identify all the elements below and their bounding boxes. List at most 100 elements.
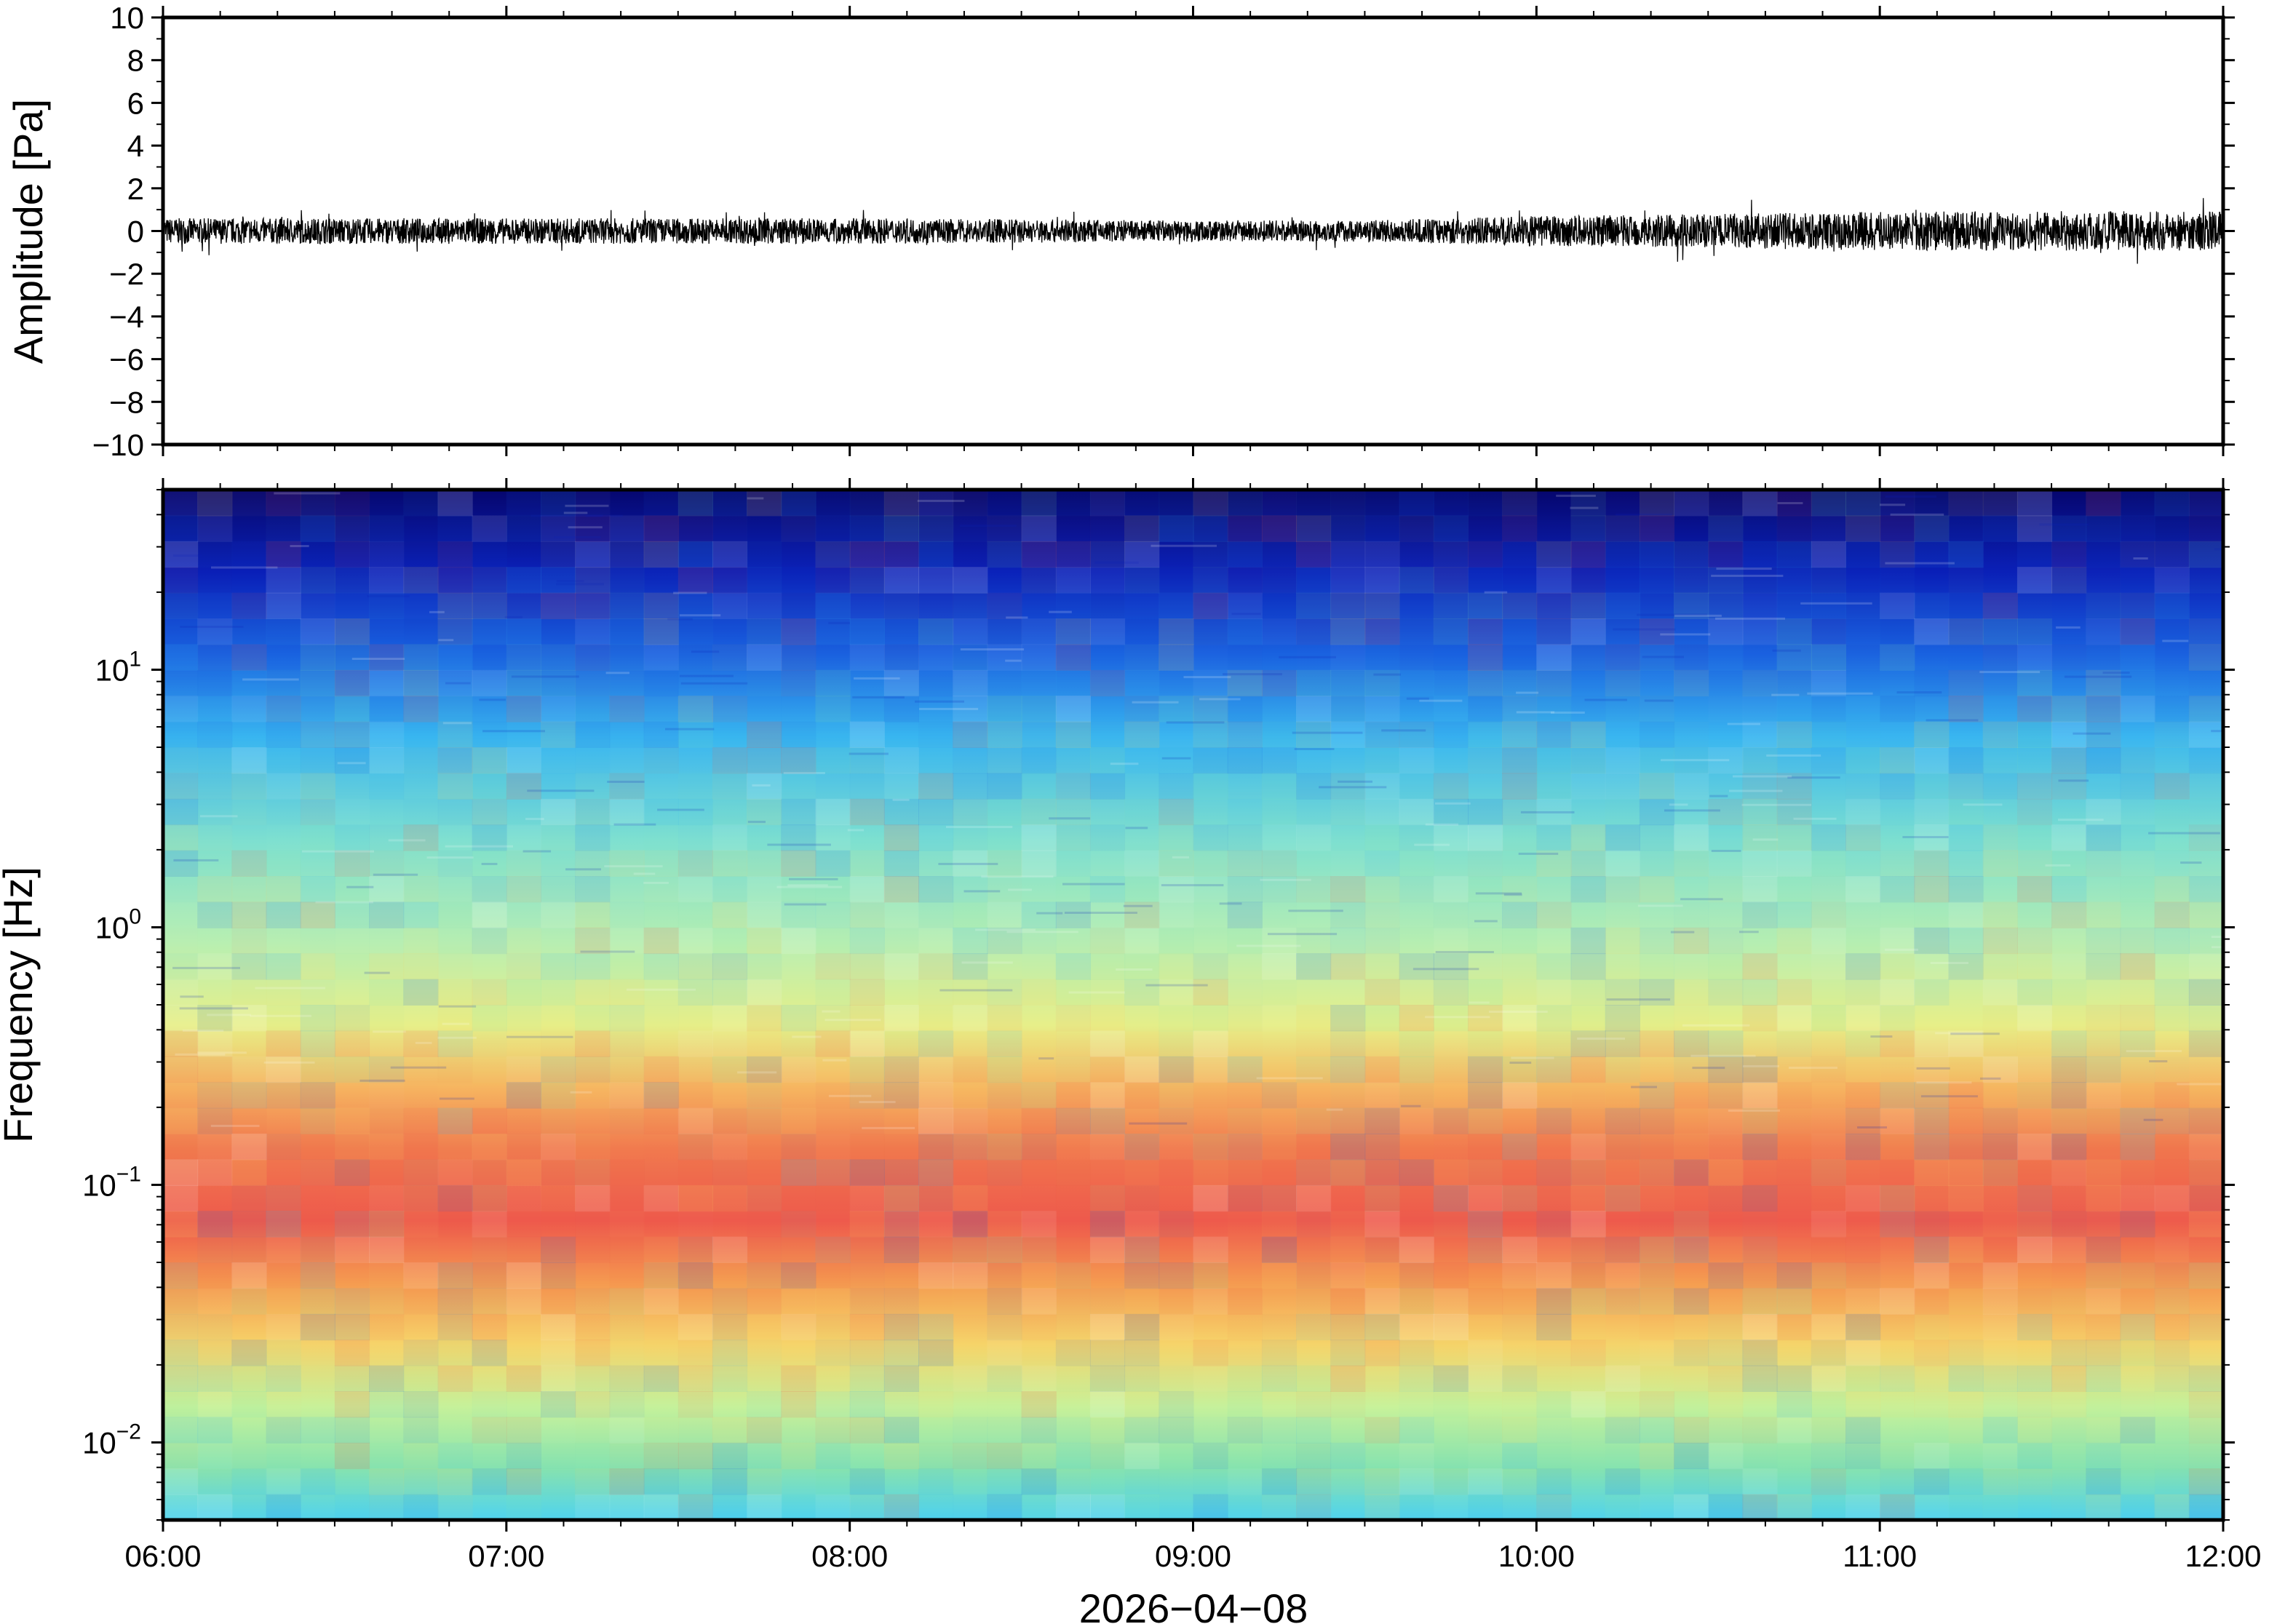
spectrogram-streak bbox=[1172, 856, 1189, 859]
spectrogram-streak bbox=[1319, 786, 1387, 789]
spectrogram-cell bbox=[266, 1185, 301, 1212]
spectrogram-cell bbox=[266, 876, 301, 903]
spectrogram-cell bbox=[231, 1134, 267, 1161]
spectrogram-streak bbox=[1049, 817, 1091, 820]
spectrogram-cell bbox=[231, 773, 267, 800]
spectrogram-cell bbox=[2188, 567, 2223, 594]
spectrogram-cell bbox=[781, 953, 816, 979]
spectrogram-cell bbox=[2188, 1185, 2223, 1212]
spectrogram-cell bbox=[1055, 721, 1091, 748]
spectrogram-cell bbox=[1502, 1262, 1538, 1289]
x-tick-label: 11:00 bbox=[1843, 1539, 1917, 1573]
spectrogram-cell bbox=[1468, 1134, 1503, 1161]
spectrogram-cell bbox=[1055, 1494, 1091, 1520]
spectrogram-streak bbox=[1425, 823, 1459, 826]
spectrogram-cell bbox=[1742, 1005, 1778, 1032]
waveform-line bbox=[162, 198, 2224, 264]
spectrogram-cell bbox=[437, 1365, 473, 1392]
spectrogram-cell bbox=[816, 1108, 851, 1134]
spectrogram-cell bbox=[1536, 953, 1572, 980]
x-axis-date-label: 2026−04−08 bbox=[1079, 1585, 1308, 1624]
spectrogram-cell bbox=[1399, 1365, 1434, 1392]
spectrogram-cell bbox=[849, 1005, 885, 1032]
spectrogram-streak bbox=[445, 845, 513, 848]
spectrogram-cell bbox=[2086, 567, 2121, 593]
spectrogram-cell bbox=[266, 541, 301, 568]
spectrogram-streak bbox=[915, 700, 964, 703]
spectrogram-streak bbox=[1161, 757, 1191, 760]
spectrogram-streak bbox=[1292, 731, 1363, 734]
spectrogram-cell bbox=[1022, 953, 1057, 979]
spectrogram-cell bbox=[2086, 1494, 2121, 1520]
spectrogram-cell bbox=[369, 541, 405, 568]
spectrogram-cell bbox=[1468, 541, 1503, 568]
spectrogram-cell bbox=[712, 979, 748, 1006]
spectrogram-cell bbox=[1570, 824, 1606, 851]
spectrogram-cell bbox=[609, 1108, 644, 1134]
spectrogram-cell bbox=[300, 1005, 335, 1032]
spectrogram-cell bbox=[643, 1442, 679, 1470]
spectrogram-cell bbox=[2051, 1262, 2086, 1289]
spectrogram-cell bbox=[1227, 669, 1263, 697]
spectrogram-cell bbox=[197, 721, 233, 748]
spectrogram-cell bbox=[1742, 618, 1778, 645]
spectrogram-cell bbox=[369, 953, 405, 980]
spectrogram-cell bbox=[2016, 1468, 2053, 1495]
spectrogram-cell bbox=[849, 747, 885, 774]
spectrogram-cell bbox=[987, 696, 1022, 723]
spectrogram-cell bbox=[300, 798, 335, 826]
spectrogram-cell bbox=[2188, 1494, 2223, 1520]
spectrogram-cell bbox=[712, 490, 748, 517]
spectrogram-cell bbox=[197, 928, 232, 954]
spectrogram-cell bbox=[781, 644, 816, 671]
spectrogram-cell bbox=[197, 592, 233, 619]
spectrogram-cell bbox=[1776, 567, 1812, 594]
spectrogram-streak bbox=[1183, 676, 1231, 679]
spectrogram-cell bbox=[403, 1185, 439, 1212]
spectrogram-cell bbox=[953, 1494, 988, 1520]
spectrogram-cell bbox=[1914, 592, 1950, 619]
spectrogram-cell bbox=[1914, 1314, 1949, 1340]
spectrogram-cell bbox=[2016, 1417, 2053, 1444]
spectrogram-cell bbox=[1570, 567, 1606, 594]
spectrogram-cell bbox=[1914, 1288, 1950, 1315]
spectrogram-cell bbox=[2016, 1185, 2053, 1212]
spectrogram-cell bbox=[1261, 1494, 1298, 1520]
spectrogram-cell bbox=[197, 1314, 232, 1340]
spectrogram-cell bbox=[266, 1391, 301, 1417]
spectrogram-cell bbox=[369, 799, 404, 825]
spectrogram-cell bbox=[1708, 876, 1744, 903]
spectrogram-streak bbox=[426, 856, 474, 859]
spectrogram-streak bbox=[959, 525, 1017, 528]
spectrogram-cell bbox=[644, 696, 679, 722]
spectrogram-streak bbox=[854, 677, 900, 680]
spectrogram-streak bbox=[752, 784, 771, 787]
spectrogram-cell bbox=[437, 1134, 473, 1161]
spectrogram-streak bbox=[1373, 673, 1401, 676]
spectrogram-cell bbox=[1880, 927, 1915, 955]
spectrogram-cell bbox=[1159, 1468, 1193, 1494]
spectrogram-cell bbox=[712, 1365, 748, 1392]
spectrogram-y-tick-label: 101 bbox=[95, 647, 141, 687]
spectrogram-cell bbox=[1605, 773, 1640, 800]
spectrogram-cell bbox=[2086, 618, 2121, 645]
spectrogram-cell bbox=[231, 1494, 266, 1521]
waveform-y-tick-label: −8 bbox=[109, 385, 144, 419]
spectrogram-cell bbox=[1433, 798, 1469, 826]
spectrogram-cell bbox=[231, 592, 267, 619]
spectrogram-streak bbox=[527, 789, 595, 792]
spectrogram-cell bbox=[1193, 901, 1228, 928]
spectrogram-cell bbox=[1468, 1056, 1503, 1083]
spectrogram-streak bbox=[482, 730, 545, 733]
spectrogram-cell bbox=[609, 1056, 645, 1083]
spectrogram-cell bbox=[1399, 824, 1434, 851]
spectrogram-cell bbox=[2086, 1313, 2121, 1341]
spectrogram-cell bbox=[987, 669, 1022, 697]
spectrogram-cell bbox=[1193, 1082, 1228, 1108]
spectrogram-cell bbox=[1089, 773, 1126, 800]
spectrogram-streak bbox=[607, 781, 645, 783]
spectrogram-image bbox=[163, 490, 2223, 1520]
spectrogram-cell bbox=[1639, 876, 1675, 903]
spectrogram-cell bbox=[1330, 1391, 1366, 1418]
spectrogram-cell bbox=[1124, 490, 1160, 517]
